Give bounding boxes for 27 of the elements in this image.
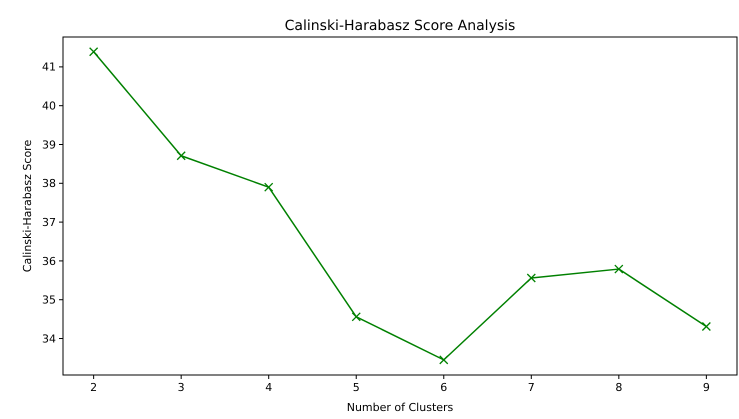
y-tick-label: 38 <box>42 177 56 190</box>
point <box>176 151 186 160</box>
point <box>614 264 624 274</box>
x-tick-label: 6 <box>440 381 448 394</box>
point <box>702 322 712 332</box>
x-tick-label: 5 <box>352 381 360 394</box>
point <box>526 273 536 283</box>
point <box>439 355 448 365</box>
x-axis-title: Number of Clusters <box>346 401 454 414</box>
y-tick-label: 39 <box>42 138 56 152</box>
chart-title: Calinski-Harabasz Score Analysis <box>284 18 516 34</box>
point <box>264 182 274 192</box>
y-tick-label: 36 <box>42 254 56 268</box>
y-tick-label: 41 <box>42 60 56 74</box>
x-tick-label: 9 <box>702 381 710 394</box>
point <box>352 312 361 322</box>
point <box>88 47 98 56</box>
x-tick-label: 4 <box>265 381 272 394</box>
y-tick-label: 35 <box>42 294 56 307</box>
y-axis-title: Calinski-Harabasz Score <box>21 140 34 272</box>
x-tick-label: 2 <box>90 381 98 394</box>
x-tick-label: 3 <box>178 381 185 394</box>
x-tick-label: 7 <box>528 381 535 394</box>
y-tick-label: 34 <box>42 332 56 346</box>
x-tick-label: 8 <box>615 381 622 394</box>
y-tick-label: 40 <box>42 100 56 113</box>
y-tick-label: 37 <box>42 216 56 229</box>
